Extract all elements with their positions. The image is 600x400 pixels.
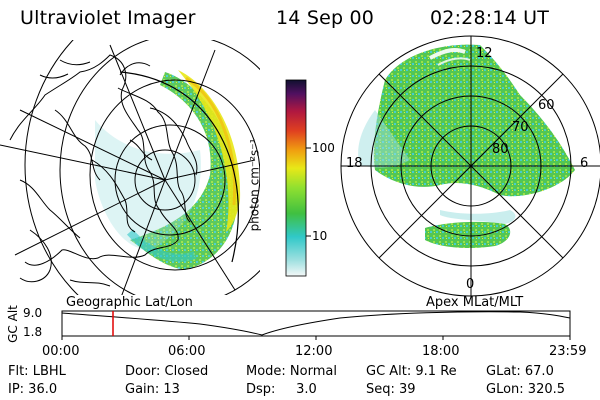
mlat-mlt-map	[340, 35, 600, 297]
right-map-label: Apex MLat/MLT	[426, 295, 524, 310]
altitude-curve	[61, 311, 571, 336]
altitude-ytick-low: 1.8	[23, 325, 43, 339]
mlat-label-70: 70	[512, 120, 529, 135]
status-seq: Seq: 39	[366, 382, 416, 397]
status-glon: GLon: 320.5	[486, 382, 566, 397]
altitude-xtick-1: 06:00	[168, 344, 206, 359]
altitude-xtick-4: 23:59	[549, 344, 587, 359]
mlt-label-right: 6	[580, 156, 589, 171]
altitude-xtick-3: 18:00	[422, 344, 460, 359]
mlat-label-60: 60	[538, 98, 555, 113]
status-gc-alt: GC Alt: 9.1 Re	[366, 364, 457, 379]
colorbar-unit-label: photon cm⁻²s⁻¹	[247, 138, 262, 232]
aurora-oval-south	[425, 221, 511, 248]
colorbar-tick-100: 100	[312, 141, 335, 155]
status-glat: GLat: 67.0	[486, 364, 554, 379]
mlt-label-left: 18	[346, 156, 363, 171]
colorbar-tick-10: 10	[312, 229, 328, 243]
aurora-diffuse-left	[95, 120, 201, 250]
altitude-ytick-high: 9.0	[23, 306, 43, 320]
coastlines	[9, 54, 198, 287]
status-gain: Gain: 13	[125, 382, 180, 397]
observation-date: 14 Sep 00	[276, 7, 375, 29]
geographic-map	[0, 40, 260, 295]
altitude-plot	[61, 310, 571, 340]
mlt-label-top: 12	[476, 46, 493, 61]
colorbar-scale	[285, 79, 307, 277]
app-title: Ultraviolet Imager	[20, 7, 196, 29]
status-ip: IP: 36.0	[8, 382, 58, 397]
aurora-oval-main	[373, 44, 575, 197]
status-filter: Flt: LBHL	[8, 364, 66, 379]
status-door: Door: Closed	[125, 364, 209, 379]
altitude-ylabel: GC Alt	[5, 305, 20, 343]
altitude-xtick-0: 00:00	[42, 344, 80, 359]
left-map-label: Geographic Lat/Lon	[66, 295, 193, 310]
mlat-label-80: 80	[492, 142, 509, 157]
observation-time: 02:28:14 UT	[430, 7, 550, 29]
colorbar	[285, 79, 311, 277]
altitude-xtick-2: 12:00	[295, 344, 333, 359]
status-dsp: Dsp: 3.0	[246, 382, 317, 397]
status-mode: Mode: Normal	[246, 364, 337, 379]
mlt-label-bottom: 0	[466, 277, 475, 292]
